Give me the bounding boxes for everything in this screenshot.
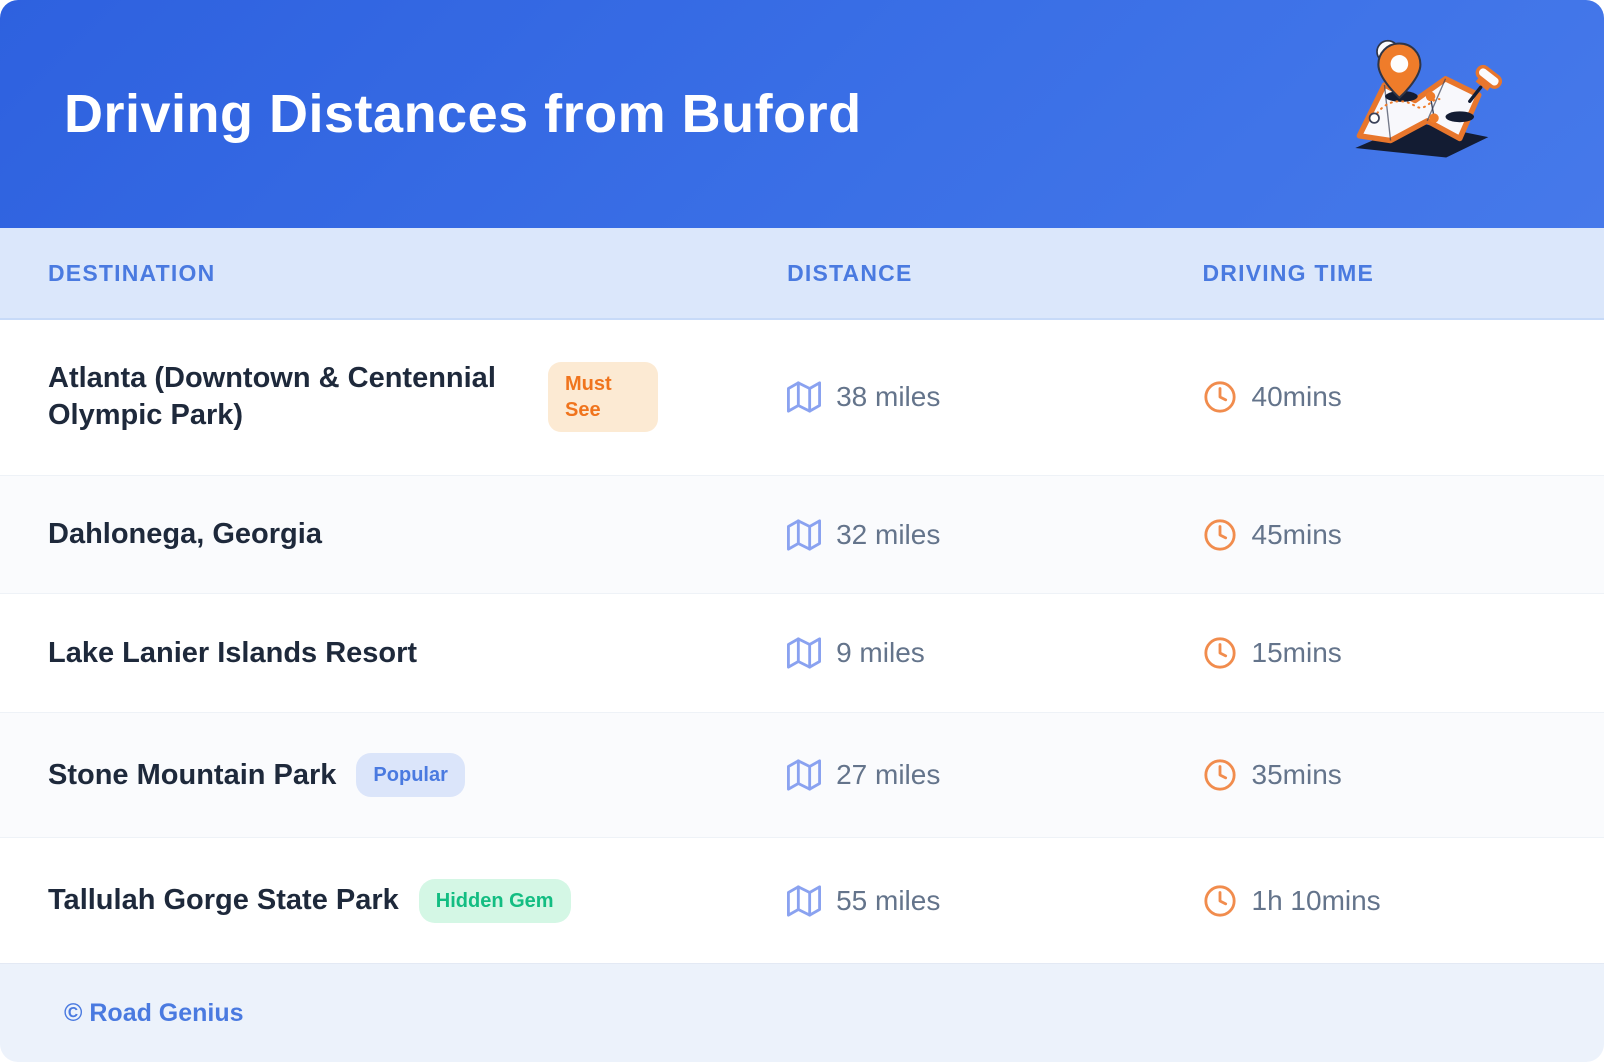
table-row: Atlanta (Downtown & Centennial Olympic P…: [0, 319, 1604, 476]
driving-time-cell: 1h 10mins: [1173, 838, 1604, 963]
destination-cell: Lake Lanier Islands Resort: [0, 593, 758, 713]
status-badge: Popular: [356, 753, 465, 798]
destination-name: Dahlonega, Georgia: [48, 518, 322, 551]
column-header-distance: DISTANCE: [757, 228, 1173, 320]
driving-time-cell: 45mins: [1172, 475, 1604, 595]
status-badge: Hidden Gem: [418, 878, 571, 923]
map-icon: [787, 636, 822, 670]
driving-time-value: 15mins: [1251, 637, 1342, 669]
distance-cell: 55 miles: [757, 838, 1172, 963]
table-row: Dahlonega, Georgia 32 miles: [0, 475, 1604, 595]
copyright-text: © Road Genius: [64, 998, 244, 1027]
map-illustration-icon: [1320, 34, 1510, 194]
driving-time-cell: 15mins: [1172, 593, 1604, 713]
table-header: DESTINATION DISTANCE DRIVING TIME: [0, 228, 1604, 320]
header: Driving Distances from Buford: [0, 0, 1604, 228]
table-row: Lake Lanier Islands Resort 9 miles: [0, 593, 1604, 713]
map-icon: [787, 380, 822, 414]
distance-cell: 9 miles: [757, 593, 1173, 713]
driving-time-value: 40mins: [1251, 381, 1342, 413]
distance-value: 32 miles: [836, 518, 941, 550]
distance-cell: 32 miles: [757, 475, 1173, 595]
distance-cell: 38 miles: [757, 319, 1173, 476]
clock-icon: [1203, 636, 1237, 670]
map-icon: [787, 518, 822, 552]
column-header-destination: DESTINATION: [0, 228, 758, 320]
clock-icon: [1203, 518, 1237, 552]
driving-time-value: 1h 10mins: [1251, 884, 1381, 916]
table-row: Stone Mountain Park Popular 27 miles: [0, 712, 1604, 839]
page-title: Driving Distances from Buford: [64, 84, 862, 144]
distance-value: 55 miles: [836, 884, 941, 916]
table-row: Tallulah Gorge State Park Hidden Gem 55 …: [0, 838, 1604, 963]
destination-name: Tallulah Gorge State Park: [48, 884, 399, 917]
status-badge: Must See: [548, 362, 658, 433]
distance-cell: 27 miles: [757, 712, 1173, 839]
distance-value: 27 miles: [836, 759, 941, 791]
driving-time-cell: 40mins: [1172, 319, 1604, 476]
table-body: Atlanta (Downtown & Centennial Olympic P…: [0, 319, 1604, 963]
distance-value: 9 miles: [836, 637, 925, 669]
destination-cell: Atlanta (Downtown & Centennial Olympic P…: [0, 319, 758, 476]
destination-name: Lake Lanier Islands Resort: [48, 636, 418, 669]
driving-time-cell: 35mins: [1172, 712, 1604, 839]
map-icon: [787, 884, 822, 918]
driving-time-value: 45mins: [1251, 518, 1342, 550]
distances-table-wrap: DESTINATION DISTANCE DRIVING TIME Atlant…: [0, 228, 1604, 963]
footer: © Road Genius: [0, 963, 1604, 1062]
destination-cell: Tallulah Gorge State Park Hidden Gem: [0, 838, 757, 963]
clock-icon: [1203, 758, 1237, 792]
distances-table: DESTINATION DISTANCE DRIVING TIME Atlant…: [0, 228, 1604, 963]
distance-value: 38 miles: [836, 381, 941, 413]
driving-time-value: 35mins: [1251, 759, 1342, 791]
destination-cell: Dahlonega, Georgia: [0, 475, 758, 595]
destination-name: Stone Mountain Park: [48, 758, 337, 791]
map-icon: [787, 758, 822, 792]
clock-icon: [1203, 380, 1237, 414]
destination-name: Atlanta (Downtown & Centennial Olympic P…: [48, 362, 496, 432]
column-header-driving-time: DRIVING TIME: [1172, 228, 1604, 320]
destination-cell: Stone Mountain Park Popular: [0, 712, 758, 839]
clock-icon: [1203, 884, 1237, 918]
